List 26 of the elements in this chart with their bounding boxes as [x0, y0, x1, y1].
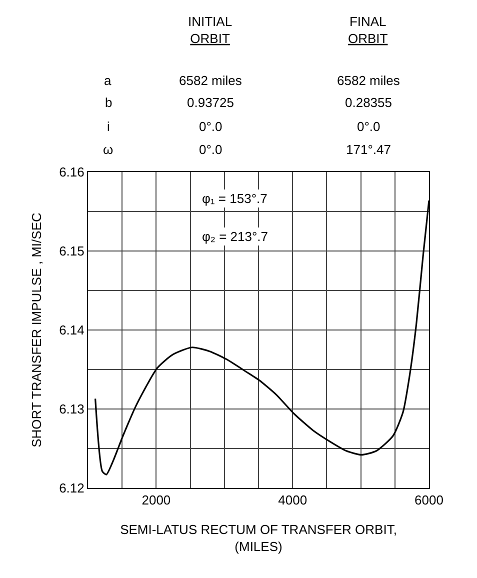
text: 6582 miles: [337, 73, 400, 88]
text: 0°.0: [199, 142, 222, 157]
annotation: φ₂ = 213°.7: [202, 229, 268, 244]
text: 0.28355: [345, 95, 392, 110]
text: FINAL ORBIT: [348, 14, 388, 46]
y-tick-label: 6.13: [59, 402, 84, 417]
x-tick-label: 2000: [142, 492, 171, 508]
text: 0°.0: [199, 119, 222, 134]
y-tick-label: 6.15: [59, 244, 84, 259]
y-tick-label: 6.16: [59, 164, 84, 180]
text: ω: [103, 142, 114, 157]
text: 0°.0: [357, 119, 380, 134]
text: 0.93725: [187, 95, 234, 110]
y-tick-label: 6.14: [59, 322, 84, 338]
text: 6582 miles: [179, 73, 242, 88]
x-axis-title: SEMI-LATUS RECTUM OF TRANSFER ORBIT, (MILES): [120, 522, 397, 554]
text: b: [105, 95, 112, 110]
x-tick-label: 6000: [414, 492, 444, 508]
y-axis-title: SHORT TRANSFER IMPULSE , MI/SEC: [29, 212, 44, 448]
text: 171°.47: [346, 142, 391, 157]
y-tick-label: 6.12: [59, 480, 84, 496]
text: a: [104, 73, 112, 88]
text: INITIAL ORBIT: [188, 14, 232, 46]
text: i: [107, 119, 110, 134]
annotation: φ₁ = 153°.7: [202, 191, 268, 206]
x-tick-label: 4000: [278, 492, 308, 508]
